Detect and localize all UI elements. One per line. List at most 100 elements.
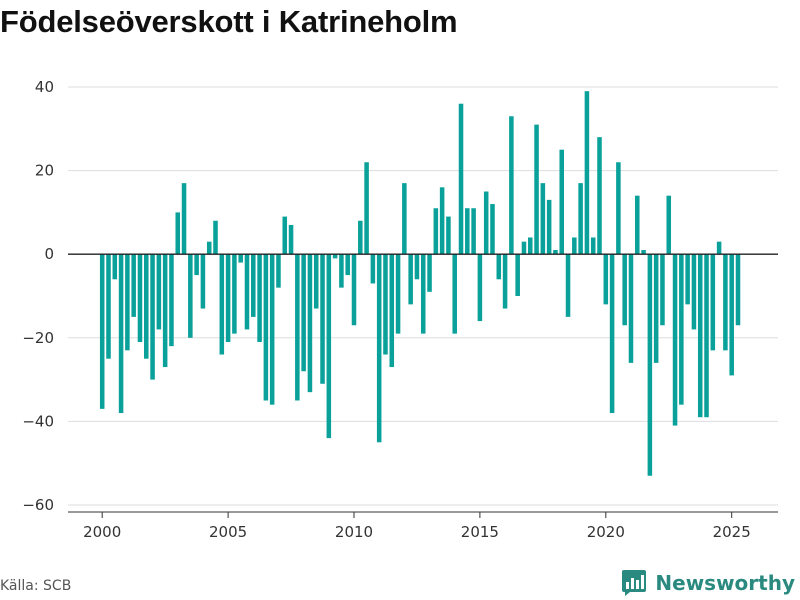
bar bbox=[269, 254, 275, 405]
bar bbox=[131, 254, 136, 317]
brand-name: Newsworthy bbox=[655, 571, 795, 595]
bar bbox=[496, 254, 502, 280]
bar bbox=[150, 254, 155, 380]
bar bbox=[282, 216, 288, 255]
bar bbox=[364, 162, 369, 255]
bar bbox=[427, 254, 432, 292]
bar bbox=[251, 254, 256, 317]
bar bbox=[647, 254, 653, 476]
bar bbox=[540, 183, 546, 255]
bar bbox=[666, 195, 672, 255]
bar bbox=[257, 254, 262, 342]
x-tick-label: 2010 bbox=[335, 523, 373, 541]
bar bbox=[553, 250, 558, 255]
bar bbox=[169, 254, 174, 347]
bar bbox=[609, 254, 615, 414]
bar bbox=[584, 91, 590, 255]
bar bbox=[200, 254, 206, 309]
bar bbox=[99, 254, 105, 409]
bar bbox=[313, 254, 319, 309]
bar bbox=[332, 254, 338, 259]
bar bbox=[175, 212, 181, 255]
bar bbox=[597, 137, 602, 255]
bar bbox=[395, 254, 401, 334]
bar bbox=[697, 254, 703, 418]
bar bbox=[232, 254, 237, 334]
x-tick-label: 2025 bbox=[713, 523, 751, 541]
bar bbox=[515, 254, 520, 296]
bar bbox=[603, 254, 609, 305]
bar bbox=[162, 254, 168, 368]
bar bbox=[244, 254, 250, 330]
bar bbox=[414, 254, 420, 280]
bar bbox=[206, 241, 212, 255]
bar bbox=[263, 254, 269, 401]
bar bbox=[345, 254, 350, 276]
bar bbox=[716, 241, 722, 255]
bar bbox=[641, 250, 646, 255]
grid-lines bbox=[68, 86, 778, 506]
source-label: Källa: SCB bbox=[0, 578, 72, 594]
bar bbox=[735, 254, 741, 326]
bar bbox=[137, 254, 143, 342]
bar bbox=[590, 237, 596, 255]
axes: 40 20 0 −20 −40 −60 2000 2005 2010 2015 2020 2025 bbox=[22, 78, 778, 541]
bar bbox=[125, 254, 130, 351]
bar bbox=[622, 254, 627, 326]
bar bbox=[225, 254, 231, 342]
bar bbox=[565, 254, 571, 317]
bars bbox=[99, 91, 741, 476]
chart-title: Födelseöverskott i Katrineholm bbox=[0, 4, 458, 39]
bar bbox=[358, 220, 363, 255]
bar bbox=[572, 237, 577, 255]
bar bbox=[483, 191, 489, 255]
bar bbox=[238, 254, 243, 263]
bar bbox=[288, 224, 294, 255]
y-tick-label: −40 bbox=[22, 412, 54, 430]
bar bbox=[729, 254, 734, 376]
bar bbox=[672, 254, 678, 426]
x-tick-label: 2000 bbox=[83, 523, 121, 541]
bar bbox=[653, 254, 659, 363]
bar bbox=[276, 254, 281, 288]
bar bbox=[118, 254, 124, 414]
bar bbox=[143, 254, 149, 359]
bar bbox=[628, 254, 634, 363]
bar bbox=[295, 254, 300, 401]
y-tick-label: −20 bbox=[22, 329, 54, 347]
bar bbox=[477, 254, 483, 322]
bar bbox=[546, 199, 552, 255]
bar bbox=[452, 254, 457, 334]
brand-logo[interactable]: Newsworthy bbox=[621, 569, 795, 597]
bar bbox=[439, 187, 445, 255]
bar bbox=[112, 254, 118, 280]
bar bbox=[213, 220, 218, 255]
bar bbox=[527, 237, 533, 255]
bar bbox=[616, 162, 621, 255]
bar bbox=[502, 254, 508, 309]
bar bbox=[339, 254, 344, 288]
bar bbox=[376, 254, 382, 443]
bar bbox=[578, 183, 583, 255]
bar bbox=[320, 254, 325, 384]
bar bbox=[710, 254, 716, 351]
y-tick-label: 40 bbox=[35, 78, 54, 96]
y-tick-label: 20 bbox=[35, 162, 54, 180]
bar bbox=[635, 195, 640, 255]
bar bbox=[408, 254, 413, 305]
bar bbox=[534, 124, 539, 255]
bar bbox=[685, 254, 690, 305]
bar bbox=[301, 254, 306, 372]
bar bbox=[458, 103, 464, 255]
bar bbox=[490, 204, 495, 255]
bar bbox=[521, 241, 527, 255]
bar bbox=[351, 254, 357, 326]
bar bbox=[509, 116, 514, 255]
bar bbox=[433, 208, 439, 255]
bar bbox=[402, 183, 407, 255]
bar bbox=[723, 254, 728, 351]
bar bbox=[389, 254, 395, 368]
bar bbox=[559, 149, 565, 255]
bar bbox=[471, 208, 476, 255]
